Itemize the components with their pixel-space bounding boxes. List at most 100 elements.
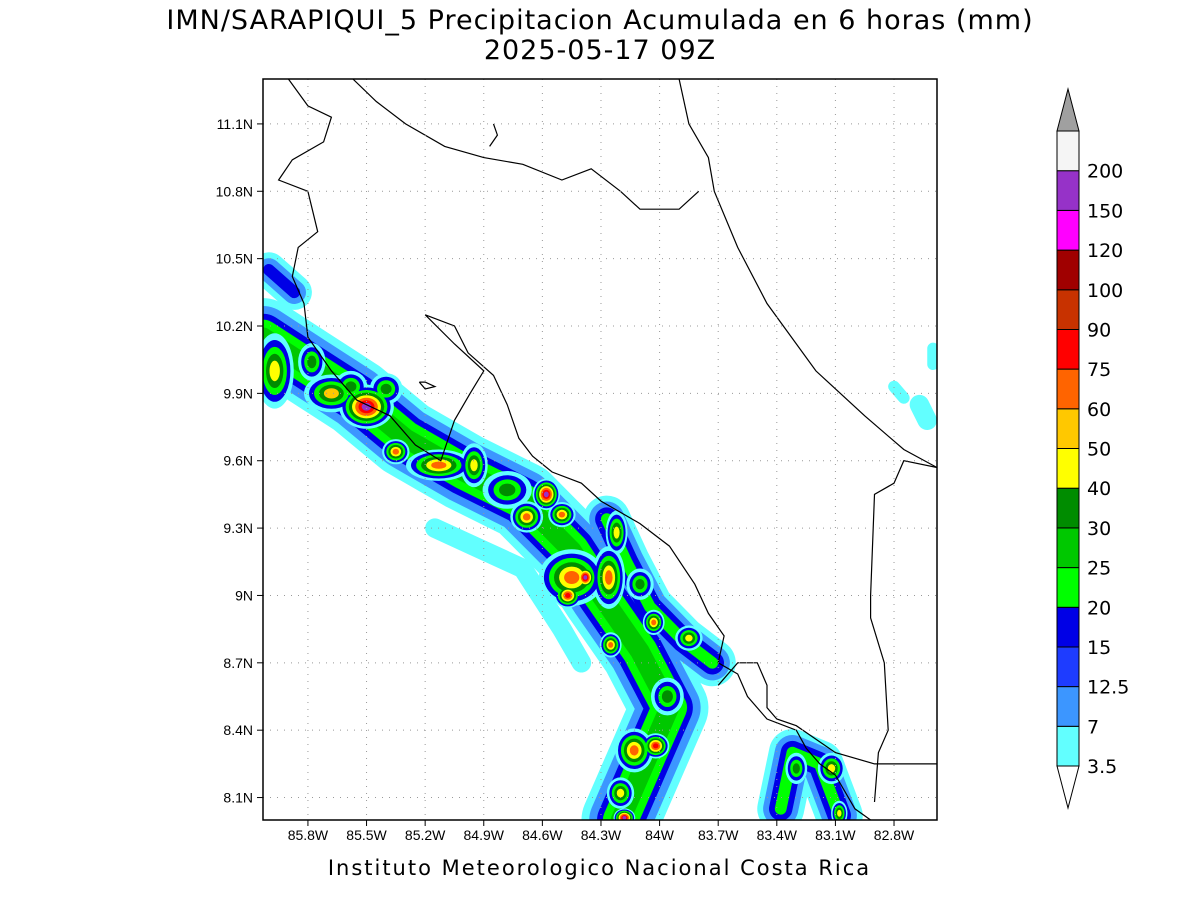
colorbar-swatch [1056,646,1080,688]
colorbar-swatch [1056,448,1080,489]
colorbar-level-label: 100 [1087,280,1123,302]
lat-tick-label: 10.2N [216,318,253,334]
lat-lon-grid [263,79,937,820]
lat-tick-label: 9.9N [223,385,253,401]
precip-core-25 [616,788,625,798]
colorbar-level-label: 12.5 [1087,677,1129,699]
lon-tick-label: 82.8W [874,827,915,843]
precip-core-11 [543,491,549,498]
precip-core-7 [431,461,447,469]
lon-tick-label: 84W [645,827,675,843]
colorbar-swatch [1056,527,1080,569]
lat-tick-label: 9.6N [223,453,253,469]
lat-tick-label: 9N [235,587,253,603]
latitude-axis: 11.1N 10.8N 10.5N 10.2N 9.9N 9.6N 9.3N 9N 8.7N 8.… [216,116,263,806]
colorbar-over-arrow [1056,87,1080,132]
precip-band-4 [425,518,592,673]
precip-core-1 [307,355,317,369]
precip-core-22 [661,690,673,703]
precipitation-field [263,252,937,820]
colorbar-level-label: 60 [1087,399,1111,421]
precip-core-9 [499,483,516,497]
coastline-borders [277,79,937,820]
precip-core-3 [361,402,372,411]
colorbar-legend: 3.5 7 12.5 15 20 25 30 40 50 60 75 90 100 120 150 200 [1056,87,1129,810]
lat-tick-label: 8.7N [223,655,253,671]
colorbar-level-label: 40 [1087,478,1111,500]
lat-tick-label: 9.3N [223,520,253,536]
lon-tick-label: 84.6W [522,827,563,843]
colorbar-swatch [1056,249,1080,291]
precip-core-16 [605,570,613,585]
credit-footer: Instituto Meteorologico Nacional Costa R… [327,856,872,880]
colorbar-level-label: 50 [1087,439,1111,461]
colorbar-under-arrow [1056,765,1080,810]
precip-core-8 [470,459,478,472]
colorbar-swatch [1056,289,1080,330]
colorbar-level-label: 150 [1087,200,1123,222]
colorbar-swatch [1056,686,1080,727]
precip-core-29 [837,809,842,817]
precip-core-10 [522,513,531,521]
coastline-segment-2 [352,79,700,210]
lon-tick-label: 84.3W [581,827,622,843]
coastline-segment-5 [717,662,937,765]
lon-tick-label: 83.1W [815,827,856,843]
lon-tick-label: 85.5W [346,827,387,843]
precip-core-2 [323,388,339,399]
lat-tick-label: 10.5N [216,251,253,267]
precip-core-4 [345,381,357,392]
precip-core-14 [565,593,571,598]
map-frame [262,78,938,821]
colorbar-swatch [1056,567,1080,608]
colorbar-level-label: 200 [1087,161,1123,183]
precip-core-21 [685,634,693,642]
precip-core-15 [583,575,588,580]
coastline-segment-3 [678,79,937,469]
colorbar-level-label: 7 [1087,716,1099,738]
coastline-segment-6 [489,123,499,147]
lon-tick-label: 84.9W [464,827,505,843]
colorbar-level-label: 25 [1087,558,1111,580]
colorbar-swatch [1056,408,1080,449]
colorbar-swatch [1056,487,1080,529]
precip-core-26 [622,816,627,820]
chart-title: IMN/SARAPIQUI_5 Precipitacion Acumulada … [166,5,1034,36]
colorbar-swatch [1056,209,1080,251]
precip-core-28 [827,764,836,773]
coastline-segment-1 [418,381,437,390]
lon-tick-label: 83.4W [757,827,798,843]
precip-core-23 [629,745,639,756]
precip-core-6 [392,448,399,455]
colorbar-swatch [1056,130,1080,172]
lat-tick-label: 10.8N [216,183,253,199]
precip-core-27 [792,763,800,774]
chart-subtitle-datetime: 2025-05-17 09Z [483,35,717,66]
lon-tick-label: 83.7W [698,827,739,843]
colorbar-swatch [1056,725,1080,767]
coastline-segment-0 [277,79,871,820]
colorbar-level-label: 90 [1087,319,1111,341]
precip-core-20 [635,579,645,590]
colorbar-swatch [1056,328,1080,370]
colorbar-level-label: 20 [1087,597,1111,619]
lat-tick-label: 11.1N [217,116,253,132]
colorbar-level-label: 120 [1087,240,1123,262]
lon-tick-label: 85.8W [288,827,329,843]
colorbar-level-label: 75 [1087,359,1111,381]
colorbar-swatch [1056,368,1080,410]
precip-band-5 [909,394,937,431]
colorbar-level-label: 30 [1087,518,1111,540]
precip-core-0 [269,360,280,382]
precip-core-12 [558,511,566,518]
colorbar-swatch [1056,170,1080,211]
precip-core-13 [564,571,580,584]
precip-core-19 [651,619,657,626]
precip-core-24 [653,743,659,749]
lon-tick-label: 85.2W [405,827,446,843]
precip-band-7 [888,380,910,404]
precip-band-18 [774,746,846,820]
precip-core-18 [608,642,614,648]
precip-core-5 [380,383,392,395]
